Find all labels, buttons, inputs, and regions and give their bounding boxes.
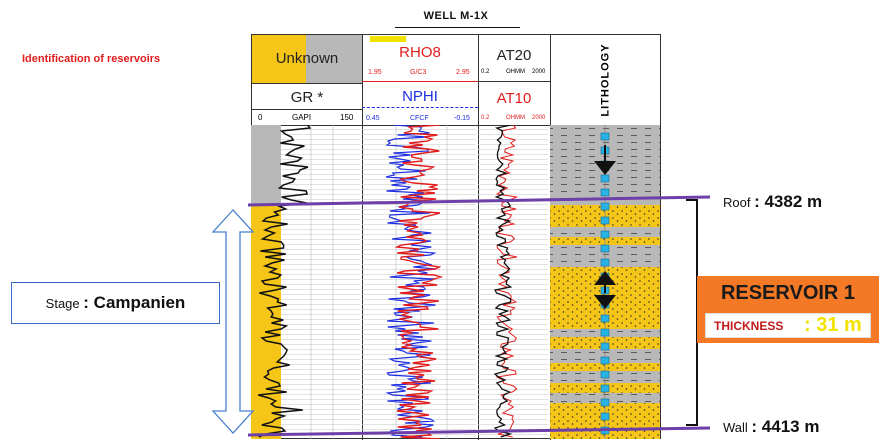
at10-scale-max: 2000 [532, 115, 546, 121]
rhob-scale-unit: G/C3 [410, 69, 427, 76]
rhob-scale-max: 2.95 [456, 69, 470, 76]
reservoir-box: RESERVOIR 1 THICKNESS : 31 m [697, 276, 879, 343]
stage-double-arrow [211, 209, 255, 434]
roof-marker-line [247, 195, 711, 207]
wall-marker-line [247, 426, 711, 437]
rhob-title: RHO8 [399, 44, 441, 61]
at20-scale-unit: OHMM [506, 69, 525, 75]
thickness-bracket [686, 199, 698, 426]
gr-unknown-gray [306, 35, 362, 83]
gr-unknown-label: Unknown [275, 50, 339, 67]
gr-scale-max: 150 [340, 113, 354, 122]
title-underline [395, 27, 520, 28]
stage-box: Stage : Campanien [11, 282, 220, 324]
reservoir-title: RESERVOIR 1 [720, 282, 856, 304]
at10-scale-min: 0.2 [481, 115, 490, 121]
nphi-scale-min: 0.45 [366, 115, 380, 122]
nphi-scale-unit: CFCF [410, 115, 429, 122]
gr-title: GR * [290, 89, 324, 106]
nphi-title: NPHI [402, 88, 438, 105]
at10-scale-unit: OHMM [506, 115, 525, 121]
stage-value: : Campanien [83, 293, 186, 312]
at20-scale-max: 2000 [532, 69, 546, 75]
roof-depth-label: Roof : 4382 m [723, 192, 822, 212]
gr-scale-min: 0 [258, 113, 263, 122]
thickness-box: THICKNESS : 31 m [705, 313, 871, 338]
at10-title: AT10 [496, 90, 532, 107]
roof-value: : 4382 m [754, 192, 823, 211]
gr-scale-unit: GAPI [292, 113, 312, 122]
roof-label: Roof [723, 195, 751, 210]
wall-label: Wall [723, 420, 748, 435]
at20-title: AT20 [496, 47, 532, 64]
wall-value: : 4413 m [751, 417, 820, 436]
rhob-yellow-mark [370, 36, 406, 42]
stage-label: Stage [45, 295, 80, 311]
log-curves [251, 125, 660, 439]
at20-scale-min: 0.2 [481, 69, 490, 75]
rhob-scale-min: 1.95 [368, 69, 382, 76]
identification-label: Identification of reservoirs [22, 53, 161, 65]
nphi-scale-max: -0.15 [454, 115, 470, 122]
wall-depth-label: Wall : 4413 m [723, 417, 819, 437]
gr-unknown-fill [252, 35, 306, 83]
well-title: WELL M-1X [423, 10, 489, 22]
thickness-value: : 31 m [804, 314, 862, 336]
thickness-label: THICKNESS [714, 319, 784, 333]
